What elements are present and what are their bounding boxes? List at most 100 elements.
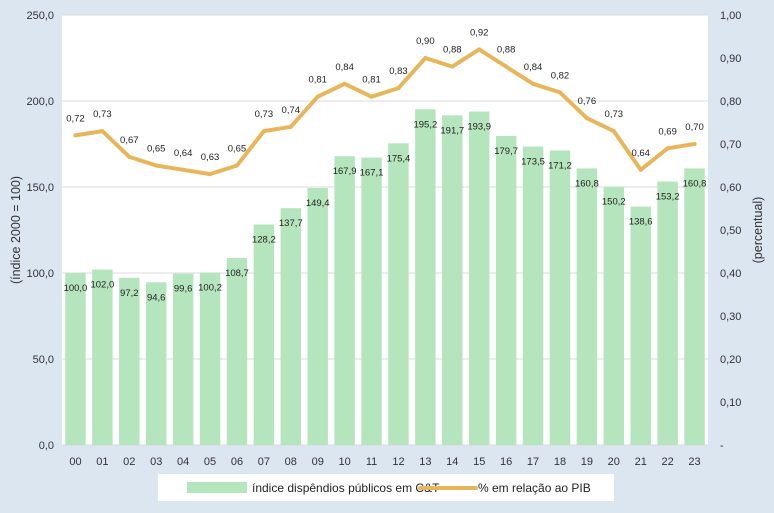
y-right-tick-label: 0,80: [720, 96, 741, 108]
y-left-tick-label: 0,0: [39, 440, 54, 452]
y-left-tick-label: 250,0: [26, 10, 54, 22]
y-right-tick-label: 0,30: [720, 311, 741, 323]
x-tick-label: 06: [231, 456, 243, 468]
bar: [603, 186, 625, 445]
bar-data-label: 99,6: [174, 284, 193, 295]
line-data-label: 0,65: [228, 144, 247, 155]
bar-data-label: 160,8: [575, 178, 599, 189]
line-point: [450, 64, 455, 69]
bar: [280, 208, 302, 445]
x-tick-label: 21: [635, 456, 647, 468]
bar: [334, 156, 355, 445]
x-tick-label: 15: [473, 456, 485, 468]
x-tick-label: 17: [527, 456, 539, 468]
line-point: [100, 129, 105, 134]
line-data-label: 0,72: [66, 113, 85, 124]
bar-data-label: 102,0: [90, 280, 114, 291]
x-tick-label: 13: [419, 456, 431, 468]
line-data-label: 0,73: [255, 109, 274, 120]
x-tick-label: 16: [500, 456, 512, 468]
line-data-label: 0,76: [578, 96, 597, 107]
y-right-tick-label: 0,70: [720, 139, 741, 151]
line-point: [423, 56, 428, 60]
line-point: [557, 90, 562, 95]
y-right-tick-label: 0,10: [720, 397, 741, 409]
bar-data-label: 137,7: [279, 218, 303, 229]
y-right-tick-label: 0,40: [720, 268, 741, 280]
bar-data-label: 108,7: [225, 268, 249, 279]
bar-data-label: 191,7: [440, 125, 464, 136]
x-tick-label: 19: [581, 456, 593, 468]
line-point: [127, 154, 132, 159]
x-tick-label: 02: [123, 456, 135, 468]
line-data-label: 0,82: [551, 70, 570, 81]
bar: [253, 224, 275, 445]
line-point: [315, 94, 320, 99]
bar: [522, 146, 544, 445]
x-tick-label: 08: [285, 456, 297, 468]
bar: [92, 269, 113, 445]
bar: [576, 168, 598, 445]
bar-data-label: 138,6: [629, 217, 653, 228]
line-point: [584, 116, 589, 121]
bar-data-label: 179,7: [494, 146, 518, 157]
bar-data-label: 100,0: [64, 283, 88, 294]
bar-data-label: 175,4: [387, 153, 411, 164]
bar-data-label: 167,1: [360, 168, 384, 179]
x-tick-label: 12: [392, 456, 404, 468]
line-series: [73, 47, 697, 177]
line-data-label: 0,90: [416, 36, 435, 47]
x-tick-label: 20: [608, 456, 620, 468]
bar: [657, 181, 678, 445]
bar-data-label: 167,9: [333, 166, 357, 177]
line-data-label: 0,92: [470, 27, 489, 38]
line-data-label: 0,64: [174, 148, 193, 159]
bar: [549, 150, 571, 445]
bar-data-label: 97,2: [120, 288, 139, 299]
y-right-tick-label: 0,50: [720, 225, 741, 237]
y-right-tick-label: 1,00: [720, 10, 741, 22]
bar: [361, 157, 382, 445]
y-left-axis-title: (índice 2000 = 100): [9, 176, 23, 284]
line-point: [692, 142, 697, 146]
bar-data-label: 150,2: [602, 197, 626, 208]
legend-label-line: % em relação ao PIB: [478, 481, 591, 495]
bar-data-label: 173,5: [521, 157, 545, 168]
line-data-label: 0,69: [658, 126, 677, 137]
line-data-label: 0,73: [605, 109, 624, 120]
line-point: [288, 124, 293, 129]
line-point: [531, 81, 536, 86]
bar-data-label: 153,2: [656, 191, 680, 202]
line-point: [208, 172, 213, 177]
bar: [495, 135, 517, 445]
bar: [199, 272, 221, 445]
y-left-tick-label: 100,0: [26, 268, 54, 280]
line-data-label: 0,88: [443, 45, 462, 56]
y-left-tick-label: 200,0: [26, 96, 54, 108]
line-point: [342, 81, 347, 86]
bar: [468, 111, 490, 445]
line-data-label: 0,67: [120, 135, 139, 146]
x-tick-label: 01: [96, 456, 108, 468]
y-right-tick-label: -: [720, 440, 724, 452]
line-data-label: 0,84: [524, 62, 543, 73]
line-point: [234, 163, 239, 168]
x-tick-label: 11: [366, 456, 377, 468]
bar: [172, 273, 194, 445]
line-point: [181, 167, 186, 172]
bar: [65, 273, 86, 445]
x-tick-label: 04: [177, 456, 189, 468]
bar: [630, 206, 651, 445]
y-left-tick-label: 50,0: [33, 354, 54, 366]
bar-data-label: 94,6: [147, 292, 166, 303]
line-point: [369, 94, 374, 99]
bar: [226, 258, 248, 445]
y-right-tick-label: 0,60: [720, 182, 741, 194]
x-tick-label: 05: [204, 456, 216, 468]
x-tick-label: 22: [662, 456, 674, 468]
x-tick-label: 07: [258, 456, 270, 468]
x-tick-label: 09: [312, 456, 324, 468]
y-left-tick-label: 150,0: [26, 182, 54, 194]
bar-data-label: 149,4: [306, 198, 330, 209]
